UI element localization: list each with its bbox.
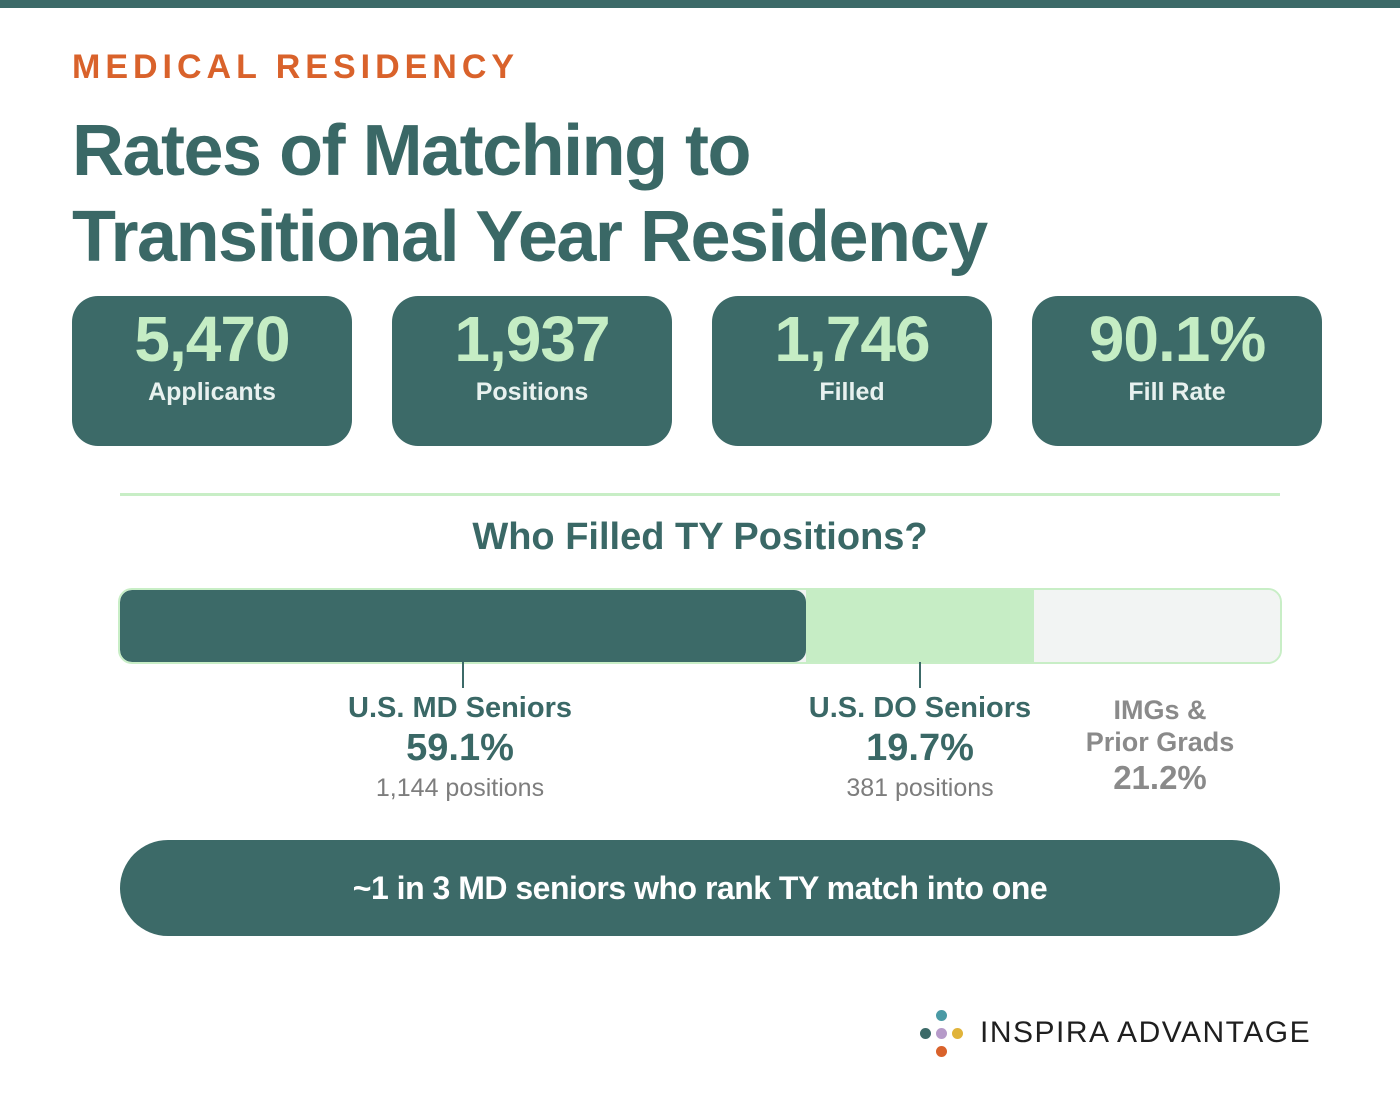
bar-segment-do-seniors <box>805 590 1035 662</box>
brand-dot <box>936 1046 947 1057</box>
bar-segment-md-seniors <box>120 590 806 662</box>
segment-name-line-2: Prior Grads <box>1085 727 1235 757</box>
segment-percent: 21.2% <box>1113 759 1207 796</box>
stat-card-filled: 1,746 Filled <box>712 296 992 446</box>
do-seniors-label: U.S. DO Seniors 19.7% 381 positions <box>760 690 1080 806</box>
segment-percent: 19.7% <box>866 727 974 769</box>
imgs-prior-grads-label: IMGs & Prior Grads 21.2% <box>1050 694 1270 798</box>
stat-value: 90.1% <box>1088 303 1266 375</box>
segment-name: U.S. DO Seniors <box>808 692 1032 724</box>
stat-card-applicants: 5,470 Applicants <box>72 296 352 446</box>
segment-percent: 59.1% <box>406 727 514 769</box>
top-accent-rule <box>0 0 1400 8</box>
segment-name-line-1: IMGs & <box>1113 695 1207 725</box>
bar-segment-imgs-prior-grads <box>1034 590 1280 662</box>
stat-label: Applicants <box>148 378 276 406</box>
stat-value: 1,746 <box>774 303 930 375</box>
callout-banner: ~1 in 3 MD seniors who rank TY match int… <box>120 840 1280 936</box>
title-line-2: Transitional Year Residency <box>72 197 988 277</box>
stat-value: 1,937 <box>454 303 610 375</box>
brand-name: INSPIRA ADVANTAGE <box>980 1016 1312 1049</box>
brand-dot <box>936 1010 947 1021</box>
segment-positions: 381 positions <box>846 774 994 802</box>
brand-dot <box>952 1028 963 1039</box>
breakdown-title: Who Filled TY Positions? <box>472 516 928 558</box>
do-seniors-tick <box>918 662 921 688</box>
segment-positions: 1,144 positions <box>375 774 545 802</box>
page-title: Rates of Matching to Transitional Year R… <box>72 108 1172 280</box>
segment-name: U.S. MD Seniors <box>348 692 572 724</box>
md-seniors-tick <box>461 662 464 688</box>
md-seniors-label: U.S. MD Seniors 59.1% 1,144 positions <box>300 690 620 806</box>
section-divider <box>120 493 1280 496</box>
stat-card-positions: 1,937 Positions <box>392 296 672 446</box>
brand-dots-icon <box>918 1010 966 1058</box>
stat-card-fill-rate: 90.1% Fill Rate <box>1032 296 1322 446</box>
stat-label: Fill Rate <box>1128 378 1226 406</box>
brand-dot <box>920 1028 931 1039</box>
brand-dot <box>936 1028 947 1039</box>
eyebrow-label: MEDICAL RESIDENCY <box>72 48 520 86</box>
stat-value: 5,470 <box>134 303 290 375</box>
title-line-1: Rates of Matching to <box>72 111 752 191</box>
stacked-bar <box>118 588 1282 664</box>
stat-label: Positions <box>475 378 589 406</box>
stat-label: Filled <box>819 378 885 406</box>
